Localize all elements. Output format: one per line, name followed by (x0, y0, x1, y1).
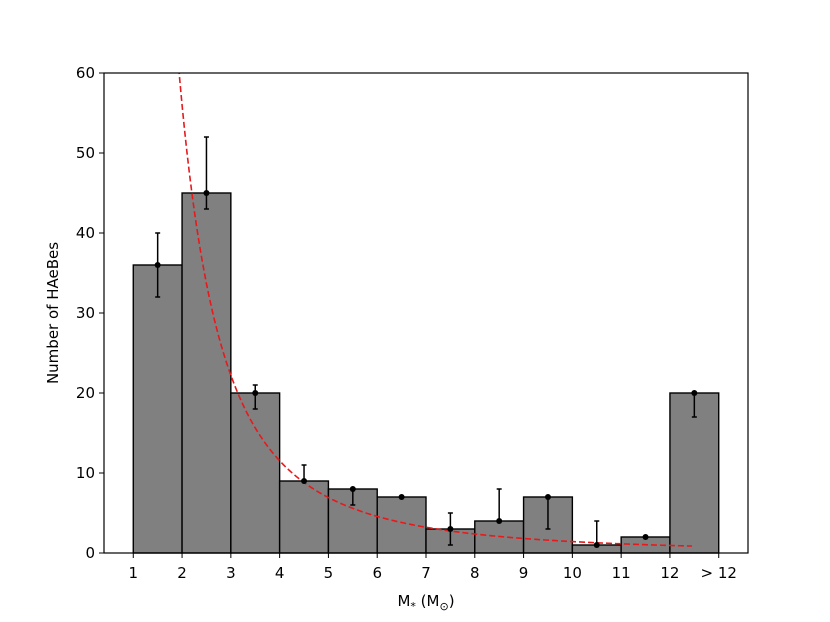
x-tick-label-0: 1 (128, 564, 138, 582)
data-point-11 (691, 390, 698, 396)
y-tick-label-4: 40 (76, 224, 95, 242)
x-tick-label-10: 11 (612, 564, 631, 582)
bars-group (132, 192, 720, 554)
data-point-9 (593, 542, 600, 548)
x-tick-label-6: 7 (421, 564, 431, 582)
data-point-10 (642, 534, 649, 540)
x-tick-label-11: 12 (660, 564, 679, 582)
data-point-8 (544, 494, 551, 500)
data-point-5 (398, 494, 405, 500)
x-tick-label-1: 2 (177, 564, 187, 582)
x-tick-label-9: 10 (563, 564, 582, 582)
y-tick-label-6: 60 (76, 64, 95, 82)
x-tick-label-5: 6 (372, 564, 382, 582)
data-point-4 (349, 486, 356, 492)
bar-1 (181, 192, 232, 554)
bar-3 (278, 480, 330, 554)
x-tick-label-3: 4 (275, 564, 285, 582)
y-tick-label-5: 50 (76, 144, 95, 162)
bar-2 (230, 392, 281, 554)
y-axis: 0 10 20 30 40 50 60 (76, 64, 104, 562)
x-tick-label-12: > 12 (701, 564, 737, 582)
data-point-1 (203, 190, 210, 196)
y-tick-label-0: 0 (85, 544, 95, 562)
error-bars-group (154, 136, 698, 548)
y-axis-label: Number of HAeBes (44, 242, 62, 384)
y-tick-label-1: 10 (76, 464, 95, 482)
data-point-6 (447, 526, 454, 532)
x-tick-label-7: 8 (470, 564, 480, 582)
x-axis: 1 2 3 4 5 6 7 8 9 10 11 12 > 12 (128, 553, 737, 582)
y-tick-label-3: 30 (76, 304, 95, 322)
x-tick-label-2: 3 (226, 564, 236, 582)
data-point-3 (301, 478, 308, 484)
data-point-7 (496, 518, 503, 524)
x-axis-label: M* (M⊙) (397, 592, 454, 613)
y-tick-label-2: 20 (76, 384, 95, 402)
bar-0 (132, 264, 183, 554)
bar-5 (376, 496, 427, 554)
data-point-0 (154, 262, 161, 268)
x-tick-label-8: 9 (519, 564, 529, 582)
data-point-2 (252, 390, 259, 396)
x-tick-label-4: 5 (324, 564, 334, 582)
